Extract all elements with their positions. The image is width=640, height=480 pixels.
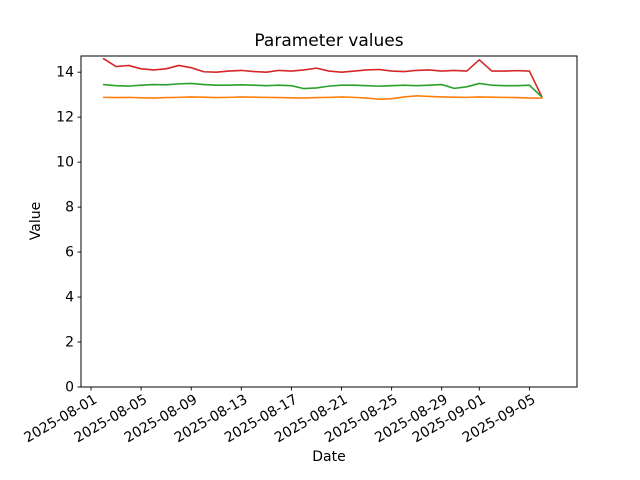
series-line-red <box>102 57 543 98</box>
series-lines <box>102 57 543 100</box>
y-axis-ticks: 0 2 4 6 8 10 12 14 <box>56 65 81 396</box>
chart-title: Parameter values <box>254 31 403 51</box>
y-tick-label: 0 <box>65 380 74 396</box>
y-tick-label: 14 <box>56 65 74 81</box>
plot-border <box>80 55 578 388</box>
y-tick-label: 2 <box>65 335 74 351</box>
x-axis-ticks: 2025-08-012025-08-052025-08-092025-08-13… <box>22 387 538 446</box>
series-line-orange <box>102 95 543 100</box>
x-axis-label: Date <box>312 449 345 465</box>
y-tick-label: 12 <box>56 110 74 126</box>
y-tick-label: 6 <box>65 245 74 261</box>
y-tick-label: 8 <box>65 200 74 216</box>
y-tick-label: 4 <box>65 290 74 306</box>
y-axis-label: Value <box>28 202 44 240</box>
series-line-green <box>102 82 543 98</box>
y-tick-label: 10 <box>56 155 74 171</box>
